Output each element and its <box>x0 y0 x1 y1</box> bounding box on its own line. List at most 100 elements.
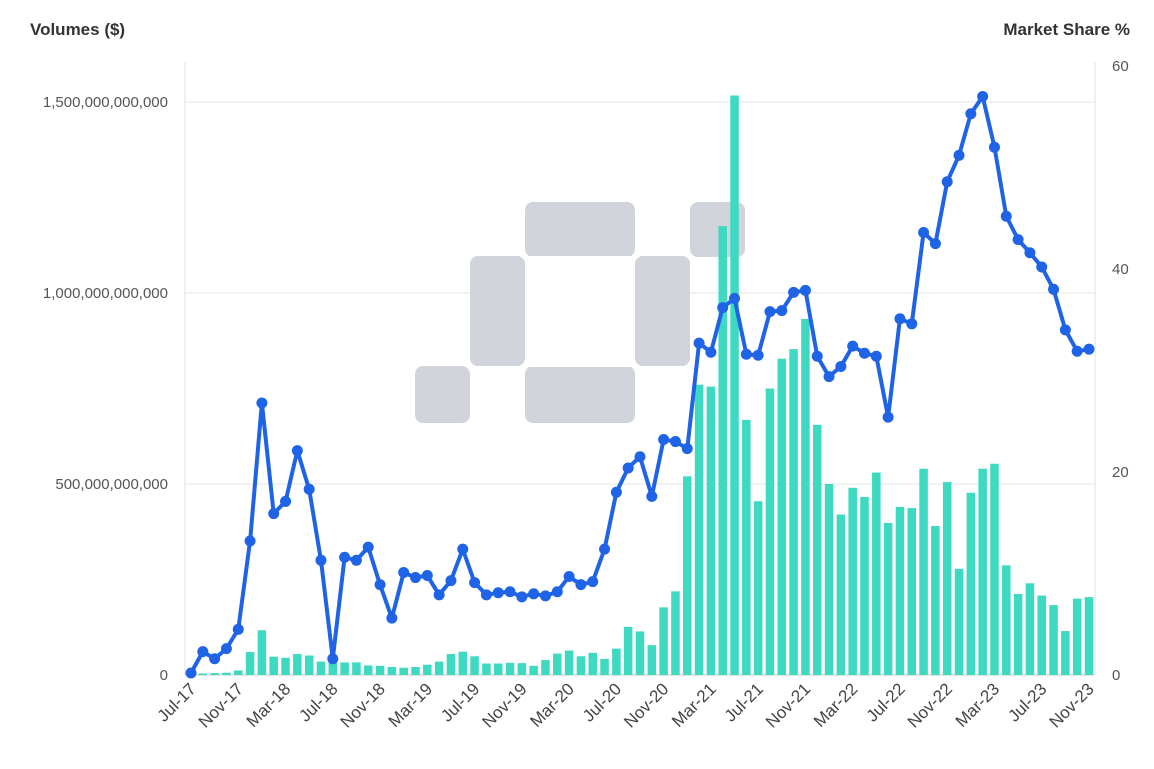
volume-bar <box>942 482 952 675</box>
market-share-point <box>599 543 611 555</box>
x-tick-label: Jul-21 <box>721 679 767 725</box>
market-share-series-line <box>189 94 1091 675</box>
market-share-point <box>634 451 646 463</box>
market-share-point <box>421 570 433 582</box>
x-tick-label: Jul-17 <box>154 679 200 725</box>
market-share-point <box>445 575 457 587</box>
volume-bar <box>836 514 846 675</box>
volume-bar <box>730 95 739 676</box>
volume-bar <box>257 630 267 675</box>
volume-bar <box>801 318 810 675</box>
market-share-point <box>729 292 741 304</box>
x-tick-label: Mar-18 <box>243 679 295 731</box>
volume-bar <box>458 651 468 675</box>
market-share-point <box>752 349 764 361</box>
market-share-point <box>681 443 693 455</box>
market-share-point <box>386 612 398 624</box>
right-axis-ticks: 0 20 40 60 <box>1112 58 1129 684</box>
volume-bar <box>340 662 349 675</box>
market-share-point <box>303 483 315 495</box>
volume-bar <box>541 660 550 675</box>
volume-bar <box>694 384 704 675</box>
volume-bar <box>1025 583 1035 675</box>
right-tick-label: 20 <box>1112 464 1129 481</box>
volume-bar <box>683 476 692 675</box>
volume-bar <box>860 496 869 675</box>
market-share-point <box>480 589 492 601</box>
market-share-point <box>870 350 882 362</box>
volume-bar <box>1037 595 1046 675</box>
volume-bar <box>304 655 314 675</box>
market-share-point <box>1024 247 1036 259</box>
volume-bar <box>895 506 905 675</box>
market-share-point <box>788 286 800 298</box>
market-share-point <box>859 347 870 359</box>
volume-bar <box>493 663 503 675</box>
market-share-point <box>622 462 634 474</box>
volume-bar <box>919 468 928 675</box>
volume-bar <box>647 645 657 675</box>
x-tick-label: Jul-22 <box>863 679 909 725</box>
volume-bar <box>931 526 940 675</box>
x-tick-label: Nov-19 <box>478 679 530 731</box>
volume-bar <box>635 631 645 675</box>
watermark-logo <box>415 202 745 423</box>
x-tick-label: Jul-19 <box>437 679 483 725</box>
volume-bar <box>411 666 420 675</box>
volume-bar <box>375 665 385 675</box>
market-share-point <box>516 591 528 603</box>
volume-bar <box>245 652 255 675</box>
market-share-point <box>528 588 540 600</box>
market-share-point <box>977 90 989 102</box>
volume-bar <box>789 349 798 675</box>
volume-bar <box>753 501 763 675</box>
volume-bar <box>742 419 751 675</box>
left-tick-label: 500,000,000,000 <box>55 476 168 493</box>
market-share-point <box>894 313 906 325</box>
volume-bar <box>1049 605 1058 675</box>
market-share-point <box>646 490 658 502</box>
volume-bar <box>872 472 881 675</box>
x-tick-label: Mar-23 <box>952 679 1004 731</box>
x-tick-label: Nov-18 <box>337 679 389 731</box>
market-share-point <box>563 571 575 583</box>
market-share-point <box>504 586 516 598</box>
volume-bar <box>883 522 893 675</box>
market-share-point <box>953 149 965 161</box>
market-share-point <box>705 346 717 358</box>
market-share-point <box>1059 324 1071 336</box>
volume-bar <box>482 663 491 675</box>
volume-bar <box>234 670 243 675</box>
market-share-point <box>587 576 599 588</box>
market-share-point <box>232 623 244 635</box>
volume-bar <box>671 591 680 675</box>
volume-bar <box>293 653 302 675</box>
left-tick-label: 1,000,000,000,000 <box>43 285 168 302</box>
volume-bar <box>352 662 361 675</box>
market-share-point <box>799 284 811 296</box>
volume-bar <box>316 661 326 675</box>
market-share-point <box>410 572 421 584</box>
market-share-point <box>906 318 918 330</box>
x-tick-label: Nov-20 <box>620 679 672 731</box>
volume-bar <box>281 657 290 675</box>
left-axis-title: Volumes ($) <box>30 20 126 39</box>
market-share-line <box>185 90 1095 679</box>
volume-bar <box>529 665 538 675</box>
volume-bar <box>1061 631 1070 675</box>
x-tick-label: Jul-20 <box>579 679 625 725</box>
volume-bar <box>446 653 456 675</box>
volume-bar <box>623 626 633 675</box>
market-share-point <box>339 551 351 563</box>
volume-bar <box>765 388 775 675</box>
volume-bar <box>777 358 787 675</box>
market-share-point <box>835 360 847 372</box>
right-tick-label: 40 <box>1112 261 1129 278</box>
volume-bar <box>423 664 432 675</box>
volume-bar <box>966 492 976 675</box>
market-share-point <box>492 587 504 599</box>
volume-bar <box>588 652 597 675</box>
left-tick-label: 0 <box>160 667 168 684</box>
market-share-point <box>988 141 1000 153</box>
